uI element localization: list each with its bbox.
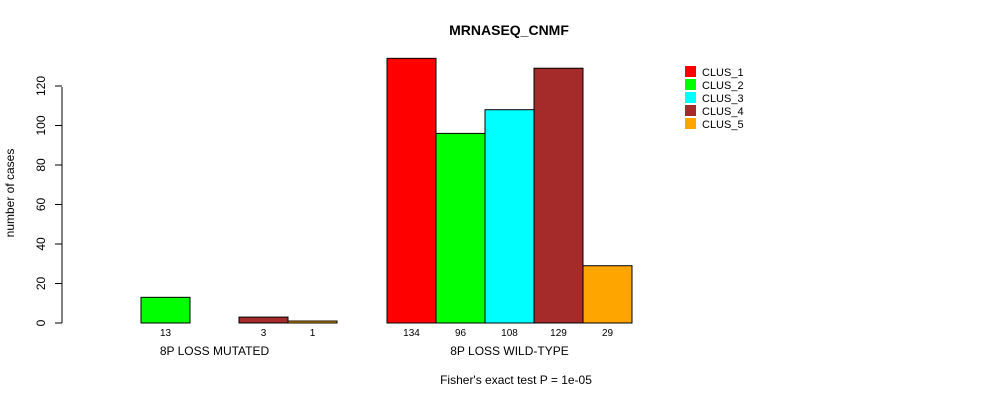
- count-label: 13: [160, 328, 172, 339]
- count-label: 129: [550, 328, 567, 339]
- bar-clus-4-2: [533, 67, 584, 324]
- bar-clus-1-2: [386, 57, 437, 324]
- y-tick-label: 80: [34, 158, 48, 172]
- legend-swatch: [685, 105, 696, 116]
- y-ticks: 0 20 40 60 80 100 120: [34, 76, 62, 326]
- group-label: 8P LOSS MUTATED: [160, 344, 270, 358]
- count-labels: 13 3 1 134 96 108 129 29: [160, 328, 614, 339]
- count-label: 96: [455, 328, 467, 339]
- count-label: 1: [310, 328, 316, 339]
- bar-clus-3-2: [484, 109, 535, 324]
- legend-label: CLUS_4: [702, 106, 744, 118]
- bars: [140, 57, 633, 324]
- bar-clus-5-2: [582, 265, 633, 324]
- count-label: 3: [261, 328, 267, 339]
- legend-label: CLUS_5: [702, 119, 744, 131]
- y-tick-label: 0: [34, 319, 48, 326]
- bar-clus-2-1: [140, 296, 191, 324]
- chart-title: MRNASEQ_CNMF: [449, 22, 569, 38]
- group-label: 8P LOSS WILD-TYPE: [450, 344, 568, 358]
- y-axis-label: number of cases: [3, 149, 17, 238]
- legend-swatch: [685, 118, 696, 129]
- bar-clus-2-2: [435, 132, 486, 324]
- count-label: 134: [403, 328, 420, 339]
- y-tick-label: 20: [34, 277, 48, 291]
- y-tick-label: 100: [34, 115, 48, 135]
- y-axis: 0 20 40 60 80 100 120: [34, 76, 63, 326]
- y-tick-label: 120: [34, 76, 48, 96]
- bar-clus-5-1: [287, 320, 338, 324]
- footer-text: Fisher's exact test P = 1e-05: [440, 373, 592, 387]
- legend-label: CLUS_1: [702, 67, 744, 79]
- legend-label: CLUS_2: [702, 80, 744, 92]
- count-label: 29: [602, 328, 614, 339]
- bar-clus-4-1: [238, 316, 289, 324]
- legend-swatch: [685, 92, 696, 103]
- y-tick-label: 40: [34, 237, 48, 251]
- count-label: 108: [501, 328, 518, 339]
- y-tick-label: 60: [34, 198, 48, 212]
- legend-swatch: [685, 79, 696, 90]
- legend-swatch: [685, 66, 696, 77]
- group-labels: 8P LOSS MUTATED 8P LOSS WILD-TYPE: [160, 344, 569, 358]
- legend-label: CLUS_3: [702, 93, 744, 105]
